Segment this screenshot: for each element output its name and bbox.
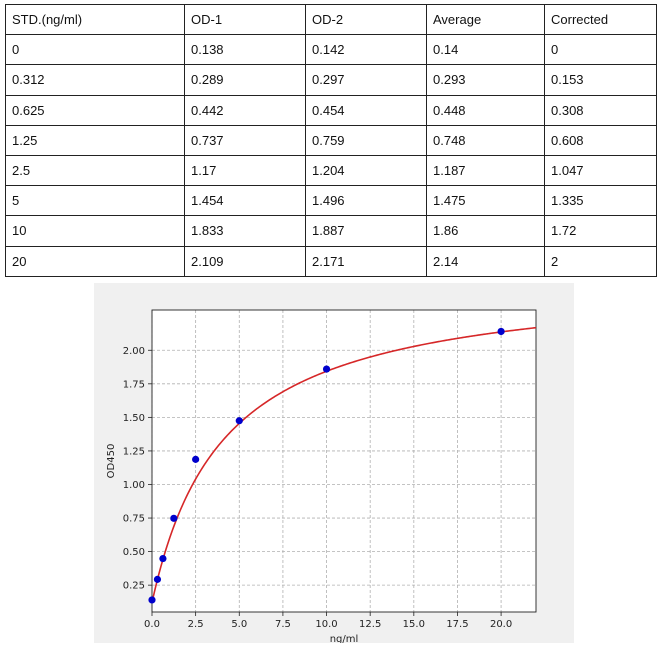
average-cell: 0.293 — [426, 64, 545, 96]
std-cell: 0.625 — [5, 94, 185, 126]
y-tick-label: 0.75 — [123, 514, 145, 525]
average-cell: 1.187 — [426, 154, 545, 187]
od1-cell: 0.138 — [184, 34, 306, 66]
std-cell: 10 — [5, 215, 185, 247]
od2-cell: 0.759 — [305, 124, 427, 156]
corrected-cell: 0.308 — [544, 94, 657, 126]
standard-curve-chart: 0.0 2.5 5.0 7.5 10.0 12.5 15.0 17.5 20.0 0.25 0.50… — [94, 283, 574, 643]
y-tick-label: 1.50 — [123, 413, 145, 424]
corrected-cell: 0.153 — [544, 64, 657, 96]
column-header: OD-1 — [184, 3, 306, 36]
std-cell: 20 — [5, 245, 185, 277]
table-row: 0.312 0.289 0.297 0.293 0.153 — [5, 64, 657, 96]
data-point — [322, 365, 331, 373]
od1-cell: 0.737 — [184, 124, 306, 156]
od1-cell: 1.833 — [184, 215, 306, 247]
od1-cell: 0.289 — [184, 64, 306, 96]
table-row: 0 0.138 0.142 0.14 0 — [5, 34, 657, 66]
average-cell: 0.448 — [426, 94, 545, 126]
data-point — [192, 455, 200, 463]
chart-svg: 0.0 2.5 5.0 7.5 10.0 12.5 15.0 17.5 20.0 0.25 0.50… — [106, 309, 537, 643]
corrected-cell: 1.335 — [544, 185, 657, 217]
table-row: 2.5 1.17 1.204 1.187 1.047 — [5, 154, 657, 187]
table-header-row: STD.(ng/ml) OD-1 OD-2 Average Corrected — [5, 3, 657, 36]
plot-area — [152, 310, 536, 612]
od1-cell: 1.17 — [184, 154, 306, 187]
x-tick-label: 10.0 — [315, 619, 337, 630]
od2-cell: 1.887 — [305, 215, 427, 247]
od2-cell: 1.204 — [305, 154, 427, 187]
average-cell: 0.748 — [426, 124, 545, 156]
od1-cell: 1.454 — [184, 185, 306, 217]
y-tick-label: 1.25 — [123, 446, 145, 457]
table-row: 10 1.833 1.887 1.86 1.72 — [5, 215, 657, 247]
column-header: STD.(ng/ml) — [5, 3, 185, 36]
y-axis-label: OD450 — [106, 444, 117, 479]
x-axis-label: ng/ml — [330, 634, 359, 643]
y-tick-label: 1.00 — [123, 480, 145, 491]
od1-cell: 2.109 — [184, 245, 306, 277]
plot-frame — [151, 309, 537, 613]
x-tick-label: 12.5 — [359, 619, 381, 630]
std-cell: 2.5 — [5, 154, 185, 187]
od2-cell: 0.297 — [305, 64, 427, 96]
corrected-cell: 1.047 — [544, 154, 657, 187]
table-row: 20 2.109 2.171 2.14 2 — [5, 245, 657, 277]
od2-cell: 0.142 — [305, 34, 427, 66]
x-tick-label: 17.5 — [446, 619, 468, 630]
y-tick-label: 0.25 — [123, 581, 145, 592]
data-point — [497, 327, 505, 336]
std-cell: 0.312 — [5, 64, 185, 96]
corrected-cell: 1.72 — [544, 215, 657, 247]
od2-cell: 2.171 — [305, 245, 427, 277]
table-row: 1.25 0.737 0.759 0.748 0.608 — [5, 124, 657, 156]
average-cell: 1.86 — [426, 215, 545, 247]
std-cell: 1.25 — [5, 124, 185, 156]
corrected-cell: 0 — [544, 34, 657, 66]
y-tick-label: 0.50 — [123, 547, 145, 558]
standard-curve-table: STD.(ng/ml) OD-1 OD-2 Average Corrected 0 0.13… — [5, 3, 657, 277]
x-tick-label: 7.5 — [275, 619, 291, 630]
average-cell: 2.14 — [426, 245, 545, 277]
data-point — [159, 554, 167, 563]
x-tick-label: 2.5 — [188, 619, 204, 630]
table-row: 0.625 0.442 0.454 0.448 0.308 — [5, 94, 657, 126]
std-cell: 0 — [5, 34, 185, 66]
x-tick-label: 20.0 — [490, 619, 512, 630]
x-tick-label: 15.0 — [403, 619, 425, 630]
average-cell: 0.14 — [426, 34, 545, 66]
column-header: Corrected — [544, 3, 657, 36]
corrected-cell: 2 — [544, 245, 657, 277]
od1-cell: 0.442 — [184, 94, 306, 126]
corrected-cell: 0.608 — [544, 124, 657, 156]
table-row: 5 1.454 1.496 1.475 1.335 — [5, 185, 657, 217]
x-tick-label: 5.0 — [231, 619, 247, 630]
column-header: OD-2 — [305, 3, 427, 36]
data-point — [235, 417, 243, 425]
data-point — [148, 596, 156, 604]
x-tick-label: 0.0 — [144, 619, 160, 630]
average-cell: 1.475 — [426, 185, 545, 217]
y-tick-label: 1.75 — [123, 379, 145, 390]
y-tick-label: 2.00 — [123, 346, 145, 357]
column-header: Average — [426, 3, 545, 36]
od2-cell: 1.496 — [305, 185, 427, 217]
fit-curve — [151, 326, 537, 603]
od2-cell: 0.454 — [305, 94, 427, 126]
data-point — [153, 575, 162, 583]
std-cell: 5 — [5, 185, 185, 217]
data-point — [170, 514, 178, 522]
